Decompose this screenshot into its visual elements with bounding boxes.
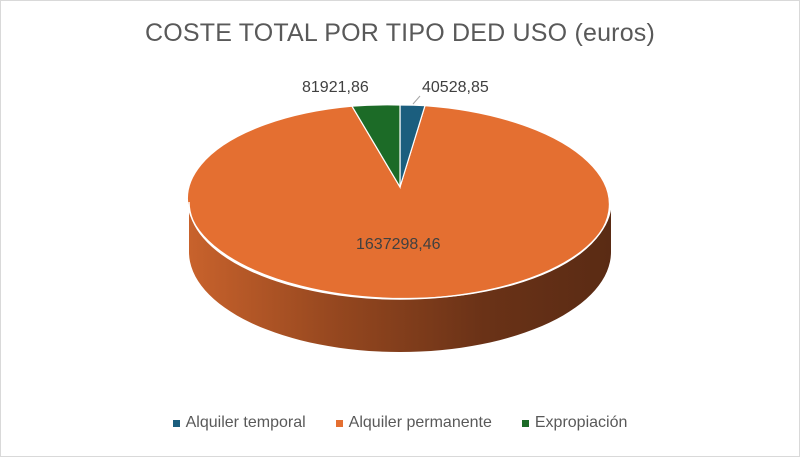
chart-legend: Alquiler temporal Alquiler permanente Ex… xyxy=(0,414,800,432)
pie-rim xyxy=(188,201,612,300)
leader-line xyxy=(412,95,421,105)
legend-swatch xyxy=(335,419,343,427)
legend-item-alquiler-permanente[interactable]: Alquiler permanente xyxy=(335,414,492,432)
legend-swatch xyxy=(521,419,529,427)
label-alquiler-temporal: 40528,85 xyxy=(422,79,489,96)
chart-title: COSTE TOTAL POR TIPO DED USO (euros) xyxy=(144,19,656,47)
legend-label: Alquiler temporal xyxy=(185,414,306,431)
legend-label: Alquiler permanente xyxy=(348,414,492,431)
legend-item-alquiler-temporal[interactable]: Alquiler temporal xyxy=(172,414,306,432)
legend-label: Expropiación xyxy=(534,414,628,431)
legend-item-expropiacion[interactable]: Expropiación xyxy=(521,414,628,432)
label-expropiacion: 81921,86 xyxy=(302,79,369,96)
legend-swatch xyxy=(172,419,180,427)
slice-expropiacion[interactable] xyxy=(350,104,401,190)
pie-side-wall xyxy=(189,202,611,352)
label-alquiler-permanente: 1637298,46 xyxy=(356,236,441,253)
